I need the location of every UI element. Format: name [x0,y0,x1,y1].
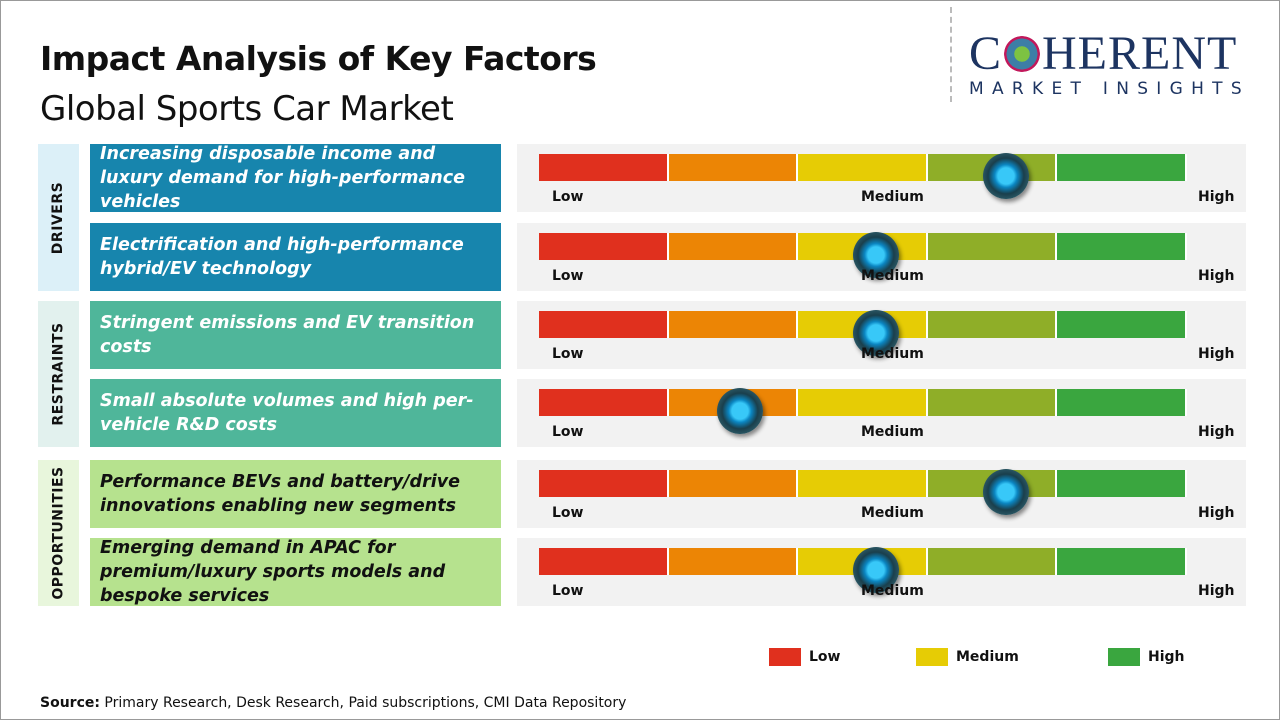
category-label: RESTRAINTS [50,322,67,426]
category-label: OPPORTUNITIES [50,466,67,600]
globe-icon [1004,36,1041,72]
legend-swatch-medium [916,648,948,666]
factor-text: Electrification and high-performance hyb… [100,235,464,279]
gauge-segment [668,233,799,260]
legend-swatch-low [769,648,801,666]
factor-text: Small absolute volumes and high per-vehi… [100,391,474,435]
category-opportunities: OPPORTUNITIES [38,460,79,606]
gauge-bar [539,547,1187,593]
factor-item: Emerging demand in APAC for premium/luxu… [90,538,501,606]
legend-high: High [1108,648,1185,666]
gauge-segment [668,548,799,575]
logo-text: HERENT [1042,27,1238,80]
gauge-low-label: Low [552,583,584,599]
gauge-high-label: High [1198,189,1235,205]
category-label: DRIVERS [50,181,67,254]
gauge-medium-label: Medium [861,268,924,284]
gauge-bar [539,310,1187,356]
logo-text: C [969,27,1003,80]
page-subtitle: Global Sports Car Market [40,89,454,129]
legend-label: Medium [956,649,1019,665]
legend-label: Low [809,649,841,665]
impact-knob-icon [982,469,1029,515]
gauge-segment [1057,233,1187,260]
factor-item: Small absolute volumes and high per-vehi… [90,379,501,447]
impact-gauge: Low Medium High [517,223,1246,291]
factor-text: Emerging demand in APAC for premium/luxu… [100,538,446,606]
impact-knob-icon [852,310,899,356]
gauge-segment [927,389,1058,416]
gauge-segment [539,548,669,575]
gauge-segment [539,233,669,260]
gauge-segment [668,470,799,497]
factor-text: Performance BEVs and battery/drive innov… [100,472,460,516]
gauge-high-label: High [1198,424,1235,440]
gauge-segment [798,389,928,416]
factor-text: Increasing disposable income and luxury … [100,144,465,212]
gauge-segment [927,548,1058,575]
legend-swatch-high [1108,648,1140,666]
gauge-segment [539,470,669,497]
gauge-medium-label: Medium [861,189,924,205]
gauge-bar [539,469,1187,515]
factor-item: Electrification and high-performance hyb… [90,223,501,291]
page-title: Impact Analysis of Key Factors [40,39,597,78]
impact-gauge: Low Medium High [517,144,1246,212]
company-logo: C HERENT MARKET INSIGHTS [969,27,1264,100]
gauge-low-label: Low [552,424,584,440]
source-text: Primary Research, Desk Research, Paid su… [99,695,627,711]
logo-subtext: MARKET INSIGHTS [969,79,1250,99]
gauge-medium-label: Medium [861,583,924,599]
gauge-segment [798,470,928,497]
impact-knob-icon [852,547,899,593]
gauge-segment [539,389,669,416]
gauge-low-label: Low [552,189,584,205]
impact-gauge: Low Medium High [517,460,1246,528]
impact-gauge: Low Medium High [517,538,1246,606]
gauge-low-label: Low [552,268,584,284]
gauge-medium-label: Medium [861,505,924,521]
gauge-segment [668,154,799,181]
impact-gauge: Low Medium High [517,301,1246,369]
divider [950,7,952,102]
gauge-high-label: High [1198,346,1235,362]
factor-text: Stringent emissions and EV transition co… [100,313,475,357]
factor-item: Performance BEVs and battery/drive innov… [90,460,501,528]
gauge-segment [1057,154,1187,181]
gauge-medium-label: Medium [861,424,924,440]
factor-item: Increasing disposable income and luxury … [90,144,501,212]
impact-knob-icon [852,232,899,278]
legend-low: Low [769,648,840,666]
gauge-high-label: High [1198,268,1235,284]
category-drivers: DRIVERS [38,144,79,291]
factor-item: Stringent emissions and EV transition co… [90,301,501,369]
impact-knob-icon [716,388,763,434]
legend-label: High [1148,649,1185,665]
gauge-segment [927,233,1058,260]
gauge-bar [539,153,1187,199]
gauge-high-label: High [1198,583,1235,599]
gauge-bar [539,388,1187,434]
gauge-medium-label: Medium [861,346,924,362]
gauge-segment [539,311,669,338]
gauge-segment [1057,389,1187,416]
gauge-low-label: Low [552,346,584,362]
category-restraints: RESTRAINTS [38,301,79,447]
gauge-segment [927,311,1058,338]
gauge-segment [539,154,669,181]
gauge-low-label: Low [552,505,584,521]
gauge-segment [1057,548,1187,575]
legend-medium: Medium [916,648,1019,666]
gauge-high-label: High [1198,505,1235,521]
impact-gauge: Low Medium High [517,379,1246,447]
source-note: Source: Primary Research, Desk Research,… [40,695,626,711]
impact-knob-icon [982,153,1029,199]
source-label: Source: [40,695,100,711]
gauge-segment [668,311,799,338]
gauge-segment [798,154,928,181]
gauge-segment [1057,311,1187,338]
gauge-segment [1057,470,1187,497]
gauge-bar [539,232,1187,278]
